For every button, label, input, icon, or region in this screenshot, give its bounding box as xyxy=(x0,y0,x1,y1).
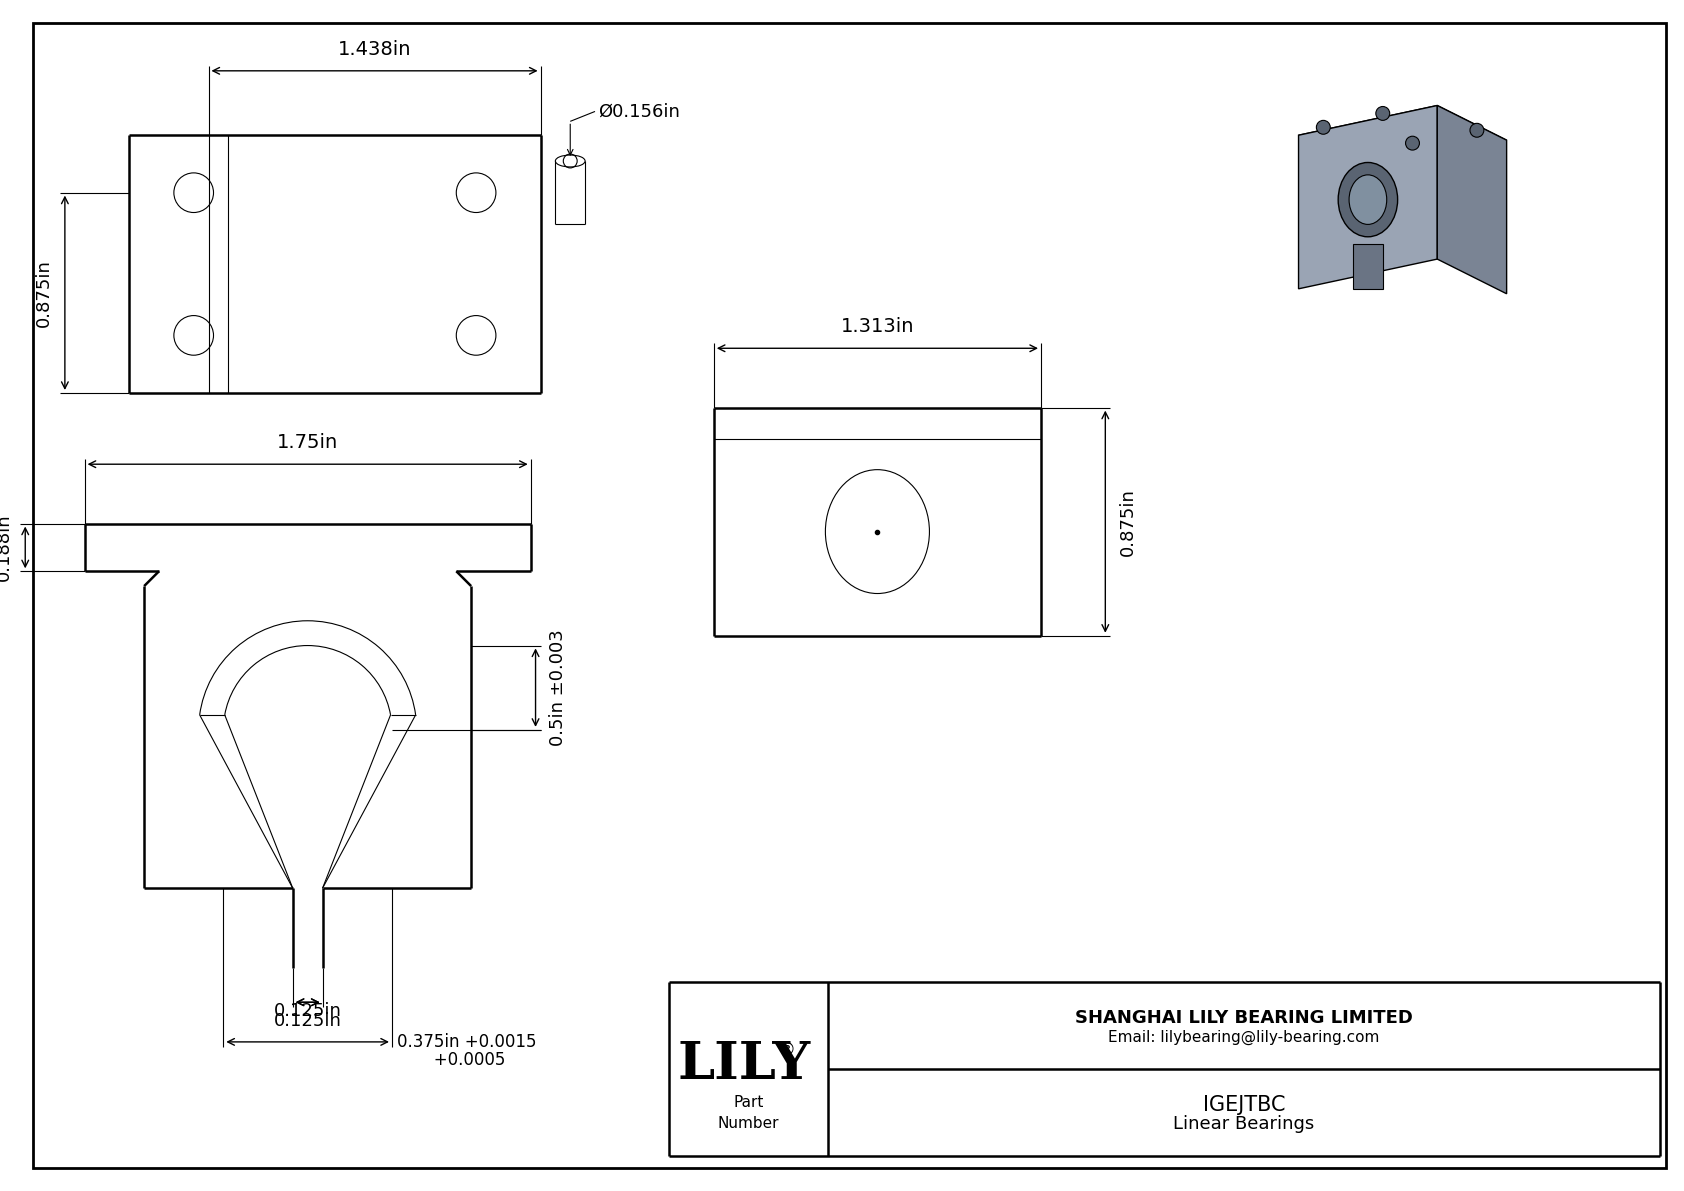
Text: 1.313in: 1.313in xyxy=(840,317,914,336)
Text: ®: ® xyxy=(778,1040,795,1059)
Circle shape xyxy=(1376,106,1389,120)
Ellipse shape xyxy=(1349,175,1386,224)
Text: Email: lilybearing@lily-bearing.com: Email: lilybearing@lily-bearing.com xyxy=(1108,1030,1379,1046)
Text: 0.375in +0.0015: 0.375in +0.0015 xyxy=(397,1033,536,1050)
Text: 1.438in: 1.438in xyxy=(338,40,411,58)
Text: 0.125in: 0.125in xyxy=(274,1012,342,1030)
Ellipse shape xyxy=(1339,162,1398,237)
Text: IGEJTBC: IGEJTBC xyxy=(1202,1095,1285,1115)
Polygon shape xyxy=(1352,244,1383,288)
Circle shape xyxy=(1317,120,1330,135)
Text: 0.875in: 0.875in xyxy=(35,258,52,326)
Text: 0.125in: 0.125in xyxy=(274,1002,342,1021)
Text: 0.875in: 0.875in xyxy=(1120,488,1137,556)
Polygon shape xyxy=(1436,106,1507,294)
Text: 1.75in: 1.75in xyxy=(278,434,338,453)
Text: SHANGHAI LILY BEARING LIMITED: SHANGHAI LILY BEARING LIMITED xyxy=(1074,1009,1413,1027)
Text: Ø0.156in: Ø0.156in xyxy=(598,102,680,120)
Text: 0.188in: 0.188in xyxy=(0,513,13,581)
Text: 0.5in ±0.003: 0.5in ±0.003 xyxy=(549,629,568,746)
Circle shape xyxy=(1406,136,1420,150)
Text: +0.0005: +0.0005 xyxy=(397,1050,505,1068)
Circle shape xyxy=(1470,124,1484,137)
Polygon shape xyxy=(1298,106,1507,170)
Text: LILY: LILY xyxy=(677,1039,810,1090)
Text: Linear Bearings: Linear Bearings xyxy=(1174,1116,1315,1134)
Text: Part
Number: Part Number xyxy=(717,1095,780,1130)
Polygon shape xyxy=(1298,106,1436,288)
